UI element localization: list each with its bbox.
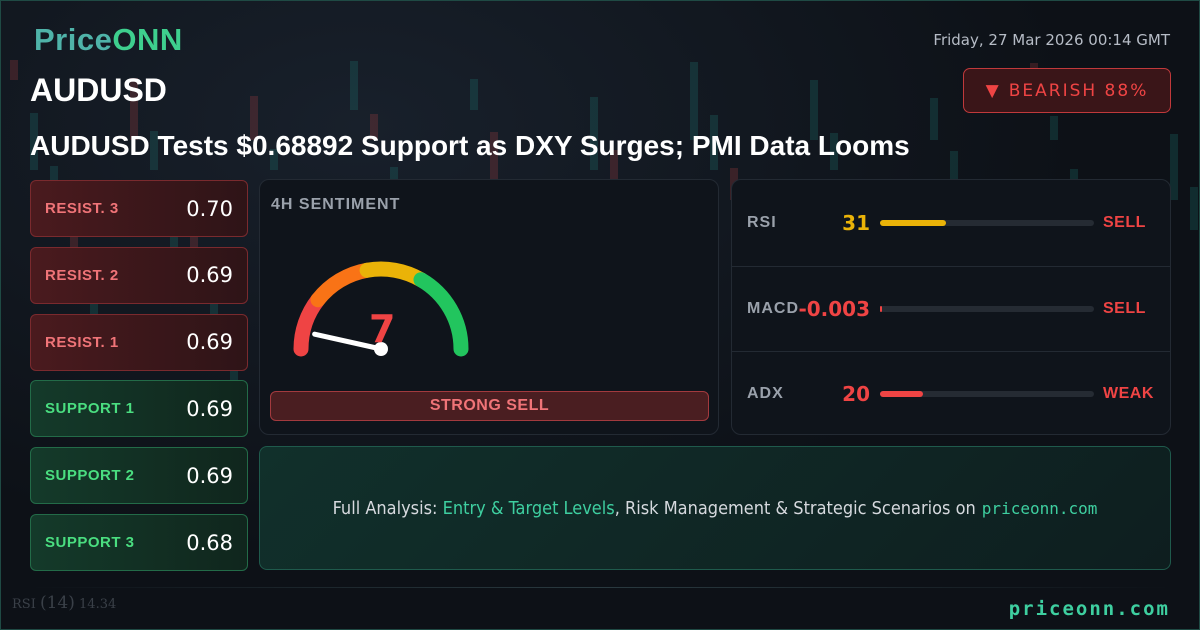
level-value: 0.68 <box>186 530 233 555</box>
background-candle <box>210 290 218 320</box>
resistance-level: RESIST. 2 0.69 <box>30 246 248 304</box>
indicator-row-macd: MACD -0.003 SELL <box>732 265 1170 351</box>
indicators-card: RSI 31 SELL MACD -0.003 SELL ADX 20 WEAK <box>731 179 1171 435</box>
gauge-segment <box>413 272 469 357</box>
background-candle <box>610 150 618 200</box>
background-candle <box>250 96 258 140</box>
background-candle <box>230 343 238 410</box>
sentiment-gauge <box>293 261 469 357</box>
background-candle <box>30 113 38 170</box>
logo: PriceONN <box>34 22 183 57</box>
support-level: SUPPORT 3 0.68 <box>30 514 248 571</box>
background-candle <box>830 133 838 170</box>
resistance-level: RESIST. 1 0.69 <box>30 313 248 371</box>
background-candle <box>710 115 718 170</box>
background-candle <box>370 114 378 140</box>
background-candle <box>270 149 278 170</box>
indicator-bar <box>880 305 1094 312</box>
level-value: 0.69 <box>186 263 233 288</box>
resistance-level: RESIST. 3 0.70 <box>30 180 248 237</box>
indicator-bar-fill <box>880 305 883 312</box>
indicator-signal: WEAK <box>1103 385 1154 402</box>
gauge-needle <box>312 331 384 352</box>
sentiment-card: 4H SENTIMENT 7 STRONG SELL <box>259 179 719 435</box>
level-value: 0.69 <box>186 463 233 488</box>
support-level: SUPPORT 2 0.69 <box>30 447 248 505</box>
level-value: 0.69 <box>186 396 233 421</box>
full-analysis-banner[interactable]: Full Analysis: Entry & Target Levels, Ri… <box>259 446 1171 570</box>
level-label: SUPPORT 2 <box>45 467 135 485</box>
level-label: RESIST. 3 <box>45 200 119 217</box>
background-candle <box>10 60 18 80</box>
indicator-name: ADX <box>747 385 784 402</box>
triangle-down-icon: ▼ <box>985 80 1001 101</box>
level-label: SUPPORT 3 <box>45 534 135 551</box>
gauge-segment <box>293 292 326 357</box>
indicator-signal: SELL <box>1103 299 1146 317</box>
indicator-name: RSI <box>747 213 777 231</box>
level-label: SUPPORT 1 <box>45 400 135 418</box>
sentiment-label: STRONG SELL <box>270 391 709 421</box>
background-candle <box>150 131 158 170</box>
bearish-badge: ▼ BEARISH 88% <box>963 68 1171 113</box>
background-candle <box>1050 116 1058 140</box>
indicator-bar <box>880 219 1094 226</box>
sentiment-title: 4H SENTIMENT <box>271 196 401 213</box>
indicator-value: 20 <box>842 382 870 406</box>
gauge-segment <box>310 262 375 308</box>
indicator-bar-fill <box>880 391 923 397</box>
gauge-segment <box>359 261 429 288</box>
footer-site[interactable]: priceonn.com <box>1008 598 1170 620</box>
timestamp: Friday, 27 Mar 2026 00:14 GMT <box>933 31 1170 49</box>
indicator-bar <box>880 391 1094 397</box>
symbol-title: AUDUSD <box>30 72 167 108</box>
gauge-needle-hub <box>374 342 388 356</box>
level-value: 0.69 <box>186 330 233 355</box>
indicator-row-adx: ADX 20 WEAK <box>732 351 1170 436</box>
indicator-row-rsi: RSI 31 SELL <box>732 180 1170 265</box>
indicator-bar-fill <box>880 219 947 226</box>
indicator-name: MACD <box>747 299 799 317</box>
background-candle <box>810 80 818 140</box>
sentiment-score: 7 <box>369 307 396 351</box>
headline: AUDUSD Tests $0.68892 Support as DXY Sur… <box>30 130 910 161</box>
background-candle <box>930 98 938 140</box>
level-label: RESIST. 1 <box>45 333 119 351</box>
background-candle <box>1170 134 1178 200</box>
background-candle <box>470 79 478 110</box>
indicator-value: -0.003 <box>798 296 870 321</box>
support-level: SUPPORT 1 0.69 <box>30 380 248 438</box>
site-link[interactable]: priceonn.com <box>981 498 1098 518</box>
indicator-value: 31 <box>842 210 870 235</box>
level-label: RESIST. 2 <box>45 266 119 284</box>
level-value: 0.70 <box>186 196 233 221</box>
background-candle <box>590 97 598 170</box>
background-candle <box>490 132 498 200</box>
background-rsi-label: RSI (14) 14.34 <box>12 593 117 613</box>
background-candle <box>690 62 698 140</box>
background-candle <box>1190 187 1198 230</box>
indicator-signal: SELL <box>1103 213 1146 231</box>
background-candle <box>130 78 138 140</box>
divider <box>30 587 1170 588</box>
background-candle <box>350 61 358 110</box>
